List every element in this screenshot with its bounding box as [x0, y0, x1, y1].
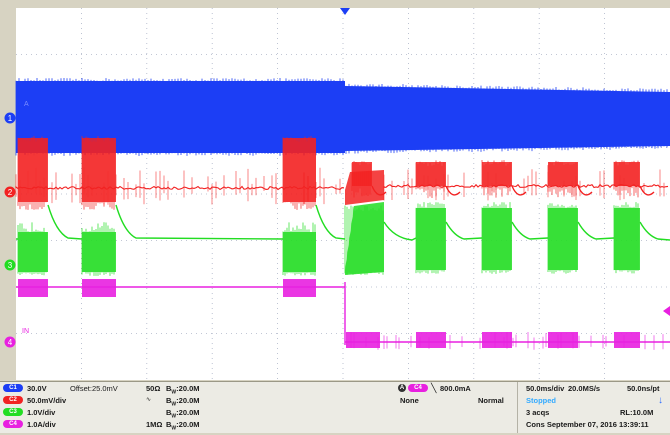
ch2-settings-row[interactable]: C2 50.0mV/div ∿ BW:20.0M: [0, 395, 250, 408]
falling-edge-icon: ╲: [431, 383, 437, 393]
svg-text:2: 2: [8, 188, 13, 197]
waveform-traces: [15, 78, 670, 350]
invert-icon: ∿: [146, 397, 152, 403]
timebase: 50.0ms/div: [526, 384, 565, 393]
resolution: 50.0ns/pt: [627, 384, 660, 393]
ch1-trace-label: A: [24, 101, 29, 108]
trigger-coupling: None: [400, 396, 419, 405]
trigger-level: 800.0mA: [440, 384, 471, 393]
ch4-settings-row[interactable]: C4 1.0A/div 1MΩ BW:20.0M: [0, 419, 250, 432]
timebase-row[interactable]: 50.0ms/div 20.0MS/s 50.0ns/pt: [526, 383, 670, 394]
trigger-mode: Normal: [478, 396, 504, 405]
ch1-badge: C1: [3, 384, 23, 392]
svg-text:3: 3: [8, 261, 13, 270]
trigger-coupling-row: None Normal: [398, 395, 513, 406]
single-seq-arrow-icon: ↓: [658, 395, 663, 406]
waveform-display[interactable]: 1 2 3 4 A IN: [0, 0, 670, 381]
ch1-bandwidth: BW:20.0M: [166, 384, 200, 396]
ch1-offset: Offset:25.0mV: [70, 384, 118, 393]
panel-divider: [517, 382, 518, 433]
record-length: RL:10.0M: [620, 408, 654, 417]
acq-count-row: 3 acqs RL:10.0M: [526, 407, 670, 418]
ch2-badge: C2: [3, 396, 23, 404]
trigger-position-marker[interactable]: [340, 8, 350, 15]
ch4-impedance: 1MΩ: [146, 420, 163, 429]
ch3-ground-marker[interactable]: 3: [4, 259, 16, 271]
ch4-trace-label: IN: [22, 328, 29, 335]
ch1-scale: 30.0V: [27, 384, 47, 393]
timestamp: Cons September 07, 2016 13:39:11: [526, 420, 649, 429]
trigger-level-arrow[interactable]: [663, 306, 670, 316]
trigger-settings[interactable]: A C4 ╲ 800.0mA: [398, 383, 513, 394]
ch4-bandwidth: BW:20.0M: [166, 420, 200, 432]
ch3-scale: 1.0V/div: [27, 408, 56, 417]
ch1-impedance: 50Ω: [146, 384, 161, 393]
acq-state: Stopped: [526, 396, 556, 405]
svg-text:4: 4: [8, 338, 13, 347]
sample-rate: 20.0MS/s: [568, 384, 601, 393]
acq-state-row[interactable]: Stopped ↓: [526, 395, 670, 406]
status-panel: C1 30.0V Offset:25.0mV 50Ω BW:20.0M C2 5…: [0, 381, 670, 433]
ch3-bandwidth: BW:20.0M: [166, 408, 200, 420]
ch3-badge: C3: [3, 408, 23, 416]
ch4-badge: C4: [3, 420, 23, 428]
ch1-settings-row[interactable]: C1 30.0V Offset:25.0mV 50Ω BW:20.0M: [0, 383, 250, 396]
ch4-scale: 1.0A/div: [27, 420, 56, 429]
ch1-ground-marker[interactable]: 1: [4, 112, 16, 124]
ch4-ground-marker[interactable]: 4: [4, 336, 16, 348]
svg-text:1: 1: [8, 114, 13, 123]
timestamp-row: Cons September 07, 2016 13:39:11: [526, 419, 670, 430]
ch2-scale: 50.0mV/div: [27, 396, 67, 405]
ch2-bandwidth: BW:20.0M: [166, 396, 200, 408]
trigger-source-badge: C4: [408, 384, 428, 392]
ch3-settings-row[interactable]: C3 1.0V/div BW:20.0M: [0, 407, 250, 420]
acq-count: 3 acqs: [526, 408, 550, 417]
ch2-ground-marker[interactable]: 2: [4, 186, 16, 198]
trigger-icon: A: [398, 384, 406, 392]
